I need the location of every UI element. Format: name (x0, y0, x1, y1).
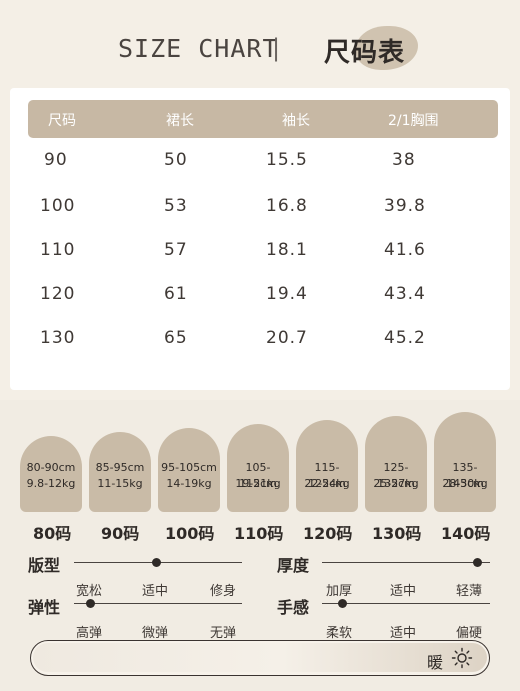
elasticity-option: 高弹 (76, 626, 103, 641)
attr-title-thickness: 厚度 (277, 556, 310, 575)
attr-title-feel: 手感 (277, 598, 310, 617)
size-guide-arch: 135-145cm 28-30kg (434, 412, 496, 512)
arch-height: 85-95cm (95, 461, 145, 474)
arch-height: 105-115cm (239, 461, 277, 490)
feel-option: 适中 (390, 626, 417, 641)
size-label: 80码 (33, 524, 72, 543)
cell-chest: 39.8 (384, 196, 426, 216)
cell-chest: 45.2 (384, 328, 426, 348)
table-header: 尺码 裙长 袖长 2/1胸围 (28, 100, 498, 138)
cell-skirt-length: 65 (164, 328, 188, 348)
title-cn: 尺码表 (324, 38, 406, 68)
warmth-label: 暖 (427, 653, 444, 672)
column-header-skirt-length: 裙长 (166, 113, 194, 129)
sun-icon (451, 647, 473, 669)
table-row: 90 50 15.5 38 (10, 150, 510, 190)
arch-weight: 22-24kg (304, 477, 350, 490)
thickness-scale-marker (473, 558, 482, 567)
fit-option: 修身 (210, 584, 237, 599)
table-row: 130 65 20.7 45.2 (10, 328, 510, 368)
cell-size: 110 (40, 240, 76, 260)
size-label: 90码 (101, 524, 140, 543)
arch-height: 95-105cm (161, 461, 217, 474)
size-guide-arch: 95-105cm 14-19kg (158, 428, 220, 512)
size-guide-arch: 105-115cm 19-21kg (227, 424, 289, 512)
elasticity-scale-marker (86, 599, 95, 608)
warmth-bar: 暖 (30, 640, 490, 676)
arch-height: 115-125cm (308, 461, 346, 490)
cell-size: 100 (40, 196, 76, 216)
attr-title-fit: 版型 (28, 556, 61, 575)
cell-size: 130 (40, 328, 76, 348)
thickness-scale-line (322, 562, 490, 563)
feel-scale-line (322, 603, 490, 604)
thickness-option: 轻薄 (456, 584, 483, 599)
arch-height: 125-135cm (377, 461, 415, 490)
arch-weight: 28-30kg (442, 477, 488, 490)
feel-option: 偏硬 (456, 626, 483, 641)
size-guide-arch: 80-90cm 9.8-12kg (20, 436, 82, 512)
table-row: 120 61 19.4 43.4 (10, 284, 510, 324)
size-label: 120码 (303, 524, 353, 543)
column-header-sleeve-length: 袖长 (282, 113, 310, 129)
table-row: 100 53 16.8 39.8 (10, 196, 510, 236)
arch-weight: 25-27kg (373, 477, 419, 490)
feel-option: 柔软 (326, 626, 353, 641)
arch-height: 80-90cm (26, 461, 76, 474)
feel-scale-marker (338, 599, 347, 608)
size-label: 100码 (165, 524, 215, 543)
cell-sleeve-length: 18.1 (266, 240, 308, 260)
title-separator: | (272, 34, 281, 62)
cell-skirt-length: 53 (164, 196, 188, 216)
fit-option: 适中 (142, 584, 169, 599)
fit-scale-marker (152, 558, 161, 567)
elasticity-option: 无弹 (210, 626, 237, 641)
cell-skirt-length: 61 (164, 284, 188, 304)
cell-sleeve-length: 19.4 (266, 284, 308, 304)
cell-chest: 41.6 (384, 240, 426, 260)
title-blob-decoration (356, 26, 418, 70)
elasticity-option: 微弹 (142, 626, 169, 641)
warmth-bar-fill (33, 643, 487, 672)
fit-option: 宽松 (76, 584, 103, 599)
size-label: 140码 (441, 524, 491, 543)
size-label: 110码 (234, 524, 284, 543)
cell-sleeve-length: 16.8 (266, 196, 308, 216)
size-guide-arch: 85-95cm 11-15kg (89, 432, 151, 512)
arch-weight: 9.8-12kg (26, 477, 76, 490)
header: SIZE CHART | 尺码表 (0, 0, 520, 90)
attr-title-elasticity: 弹性 (28, 598, 61, 617)
cell-sleeve-length: 20.7 (266, 328, 308, 348)
size-label: 130码 (372, 524, 422, 543)
thickness-option: 适中 (390, 584, 417, 599)
cell-skirt-length: 57 (164, 240, 188, 260)
column-header-size: 尺码 (48, 113, 76, 129)
cell-chest: 38 (392, 150, 416, 170)
title-en: SIZE CHART (118, 34, 279, 63)
thickness-option: 加厚 (326, 584, 353, 599)
cell-sleeve-length: 15.5 (266, 150, 308, 170)
arch-weight: 11-15kg (97, 477, 143, 490)
size-guide-arch: 125-135cm 25-27kg (365, 416, 427, 512)
table-row: 110 57 18.1 41.6 (10, 240, 510, 280)
size-guide-arch: 115-125cm 22-24kg (296, 420, 358, 512)
arch-weight: 14-19kg (166, 477, 212, 490)
size-table: 尺码 裙长 袖长 2/1胸围 90 50 15.5 38 100 53 16.8… (10, 88, 510, 390)
cell-chest: 43.4 (384, 284, 426, 304)
arch-weight: 19-21kg (235, 477, 281, 490)
cell-size: 90 (44, 150, 68, 170)
cell-size: 120 (40, 284, 76, 304)
arch-height: 135-145cm (446, 461, 484, 490)
cell-skirt-length: 50 (164, 150, 188, 170)
elasticity-scale-line (74, 603, 242, 604)
column-header-chest: 2/1胸围 (388, 113, 439, 129)
